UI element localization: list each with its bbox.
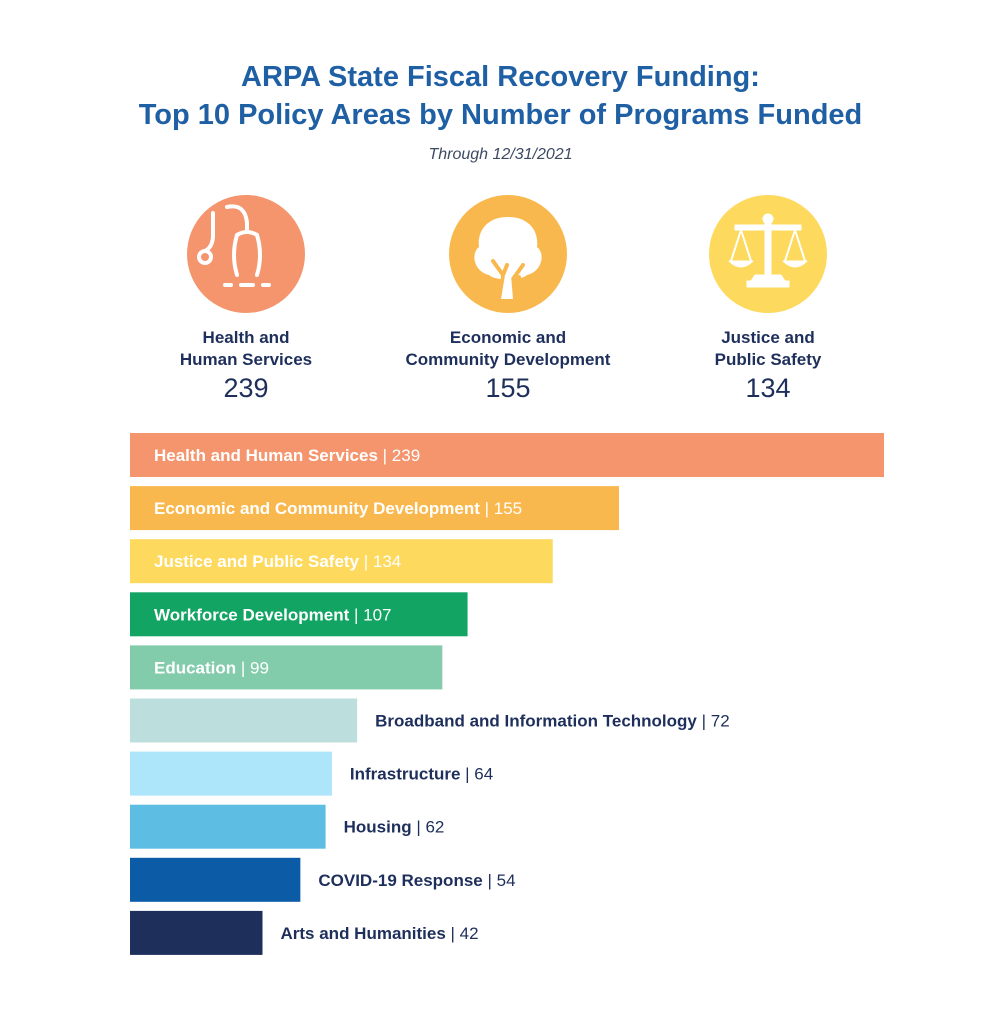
bar-value-label: | 155 bbox=[485, 499, 523, 518]
bar-value-label: | 42 bbox=[451, 924, 479, 943]
bar-label: Health and Human Services | 239 bbox=[154, 446, 420, 465]
highlight-health-human-services: Health and Human Services 239 bbox=[116, 195, 376, 404]
bar-category-label: Housing bbox=[344, 818, 417, 837]
highlight-label: Justice and Public Safety bbox=[714, 328, 822, 369]
bar-label: COVID-19 Response | 54 bbox=[318, 871, 515, 890]
bar-value-label: | 99 bbox=[241, 658, 269, 677]
bar-category-label: Justice and Public Safety bbox=[154, 552, 364, 571]
bar-label: Infrastructure | 64 bbox=[350, 765, 493, 784]
scales-of-justice-icon bbox=[709, 195, 827, 313]
bar bbox=[130, 486, 619, 531]
bar-category-label: Health and Human Services bbox=[154, 446, 383, 465]
bar bbox=[130, 698, 358, 743]
bar bbox=[130, 433, 884, 477]
bar bbox=[130, 857, 301, 902]
bar bbox=[130, 910, 263, 955]
bar-value-label: | 239 bbox=[383, 446, 421, 465]
bar-category-label: Arts and Humanities bbox=[281, 924, 451, 943]
chart-title-line-1: ARPA State Fiscal Recovery Funding: bbox=[241, 61, 760, 93]
bar bbox=[130, 804, 326, 849]
highlight-value: 134 bbox=[745, 373, 791, 403]
tree-icon bbox=[449, 195, 567, 313]
bar bbox=[130, 645, 443, 690]
bar-label: Broadband and Information Technology | 7… bbox=[375, 712, 730, 731]
bar-value-label: | 72 bbox=[702, 712, 730, 731]
bar-category-label: Economic and Community Development bbox=[154, 499, 485, 518]
highlight-value: 155 bbox=[485, 373, 531, 403]
bar-value-label: | 107 bbox=[354, 605, 392, 624]
highlight-label: Economic and Community Development bbox=[405, 328, 611, 369]
chart-title-line-2: Top 10 Policy Areas by Number of Program… bbox=[138, 99, 863, 131]
bar-category-label: Broadband and Information Technology bbox=[375, 712, 701, 731]
bar bbox=[130, 751, 332, 796]
bar-label: Workforce Development | 107 bbox=[154, 605, 391, 624]
bar-category-label: Workforce Development bbox=[154, 605, 354, 624]
highlight-label: Health and Human Services bbox=[179, 328, 313, 369]
bar-label: Housing | 62 bbox=[344, 818, 445, 837]
bar-label: Justice and Public Safety | 134 bbox=[154, 552, 401, 571]
bar-value-label: | 54 bbox=[487, 871, 515, 890]
bar-label: Education | 99 bbox=[154, 658, 269, 677]
chart-subtitle: Through 12/31/2021 bbox=[428, 146, 573, 163]
bar bbox=[130, 592, 468, 637]
bar-category-label: COVID-19 Response bbox=[318, 871, 487, 890]
bar-value-label: | 64 bbox=[465, 765, 493, 784]
highlight-economic-community-development: Economic and Community Development 155 bbox=[378, 195, 638, 404]
bar-category-label: Infrastructure bbox=[350, 765, 465, 784]
stethoscope-icon bbox=[187, 195, 305, 313]
bar-value-label: | 134 bbox=[364, 552, 402, 571]
bar-category-label: Education bbox=[154, 658, 241, 677]
bar-label: Economic and Community Development | 155 bbox=[154, 499, 522, 518]
bar bbox=[130, 539, 553, 584]
highlight-value: 239 bbox=[223, 373, 269, 403]
chart-title: ARPA State Fiscal Recovery Funding: Top … bbox=[0, 58, 1001, 134]
bar-value-label: | 62 bbox=[416, 818, 444, 837]
bar-label: Arts and Humanities | 42 bbox=[281, 924, 479, 943]
highlight-justice-public-safety: Justice and Public Safety 134 bbox=[638, 195, 898, 404]
